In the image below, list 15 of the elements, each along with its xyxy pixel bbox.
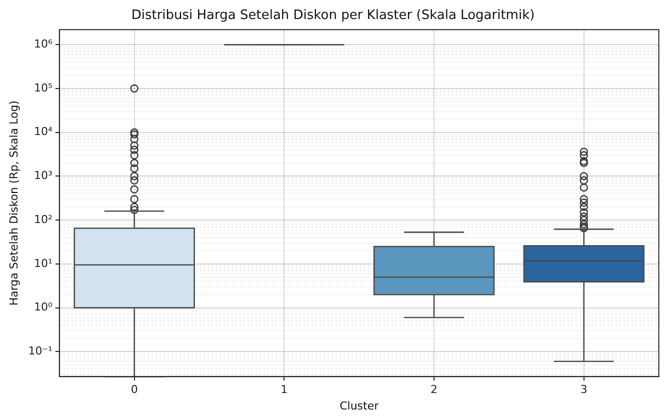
y-tick-label: 10⁰: [34, 300, 53, 314]
x-tick-label: 3: [580, 383, 588, 396]
x-tick-label: 1: [280, 383, 288, 396]
x-tick-label: 0: [130, 383, 138, 396]
y-tick-label: 10⁶: [34, 37, 53, 50]
y-tick-label: 10⁴: [34, 125, 53, 138]
chart-title: Distribusi Harga Setelah Diskon per Klaster (Skala Logaritmik): [131, 8, 535, 24]
y-tick-label: 10⁵: [34, 81, 52, 94]
x-axis-title: Cluster: [340, 399, 380, 412]
y-axis-title: Harga Setelah Diskon (Rp, Skala Log): [7, 100, 20, 306]
y-tick-label: 10³: [34, 169, 52, 182]
y-tick-label: 10¹: [34, 256, 52, 270]
y-tick-label: 10⁻¹: [28, 344, 52, 358]
x-tick-label: 2: [430, 383, 438, 396]
y-tick-label: 10²: [34, 212, 52, 226]
